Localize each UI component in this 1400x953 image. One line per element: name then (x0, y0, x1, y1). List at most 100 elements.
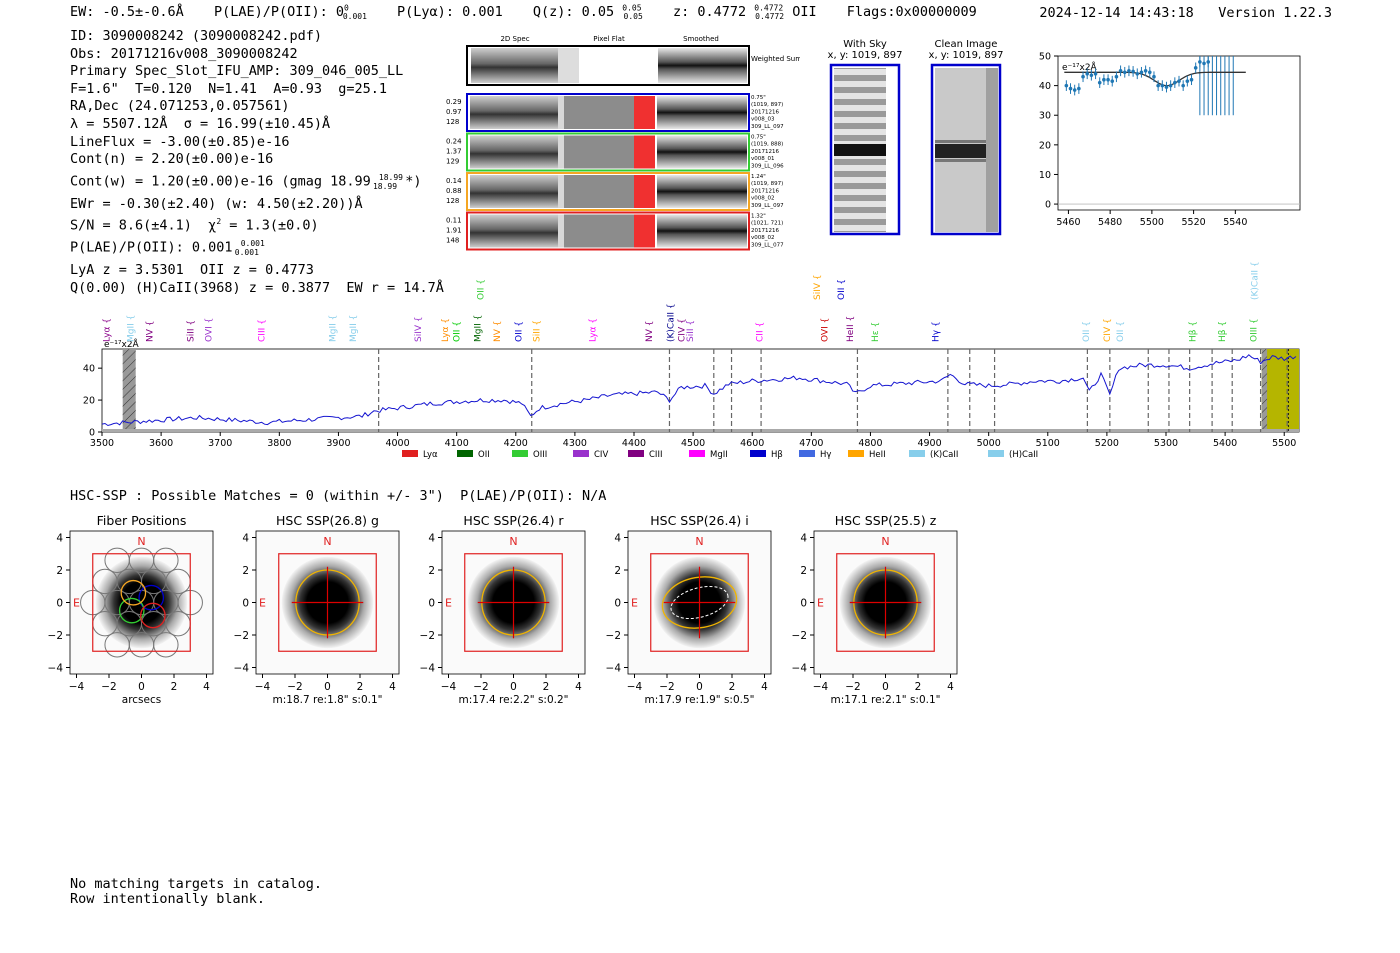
legend-label: Hβ (771, 450, 783, 460)
east-label: E (445, 597, 452, 610)
highlight-span (1261, 349, 1299, 432)
search-box (278, 553, 377, 652)
strip-right-label: (1019, 897) (751, 181, 783, 187)
full-xtick-label: 3700 (208, 438, 232, 449)
emission-line-label: OII { (1082, 321, 1092, 342)
emission-line-label: (K)CaII { (667, 303, 677, 342)
strip-right-label: v008_02 (751, 196, 775, 202)
full-xtick-label: 3500 (90, 438, 114, 449)
zoom-ytick-label: 30 (1039, 111, 1051, 122)
strip-flat-mask (634, 135, 655, 169)
zoom-point (1093, 71, 1098, 76)
fiber-highlight (120, 579, 147, 606)
strip-left-label: 0.29 (446, 98, 462, 106)
strip-smooth (657, 214, 747, 248)
legend-label: OIII (533, 450, 547, 460)
legend-swatch (457, 450, 473, 457)
search-box (650, 553, 749, 652)
emission-line-label: SiII { (187, 320, 197, 342)
panel-xtick-label: 2 (729, 681, 736, 693)
zoom-point (1114, 74, 1119, 79)
zoom-point (1198, 60, 1202, 64)
spectral-strips: 2D Spec Pixel Flat Smoothed Weighted Sum… (446, 35, 800, 251)
strip-2d (470, 96, 558, 129)
full-xtick-label: 4400 (622, 438, 646, 449)
zoom-point (1122, 70, 1127, 75)
panel-title: HSC SSP(25.5) z (835, 513, 937, 528)
strip-row: 0.29 0.97 128 0.75"(1019, 897)20171216 v008_… (446, 93, 784, 132)
strip-left-label: 0.11 (446, 217, 462, 225)
panel-xtick-label: 4 (947, 681, 954, 693)
strip-right-label: v008_01 (751, 156, 775, 162)
fiber-highlight (138, 584, 165, 611)
panel-ytick-label: −4 (420, 663, 436, 675)
hsc-image-panel: HSC SSP(26.8) g N E 4 2 0 −2 −4 −4 −2 0 2 4 m:18.7 re… (234, 513, 400, 706)
panel-xtick-label: 2 (171, 681, 178, 693)
emission-line-label: OII { (1116, 321, 1126, 342)
info-lineflux: LineFlux = -3.00(±0.85)e-16 (70, 133, 290, 150)
info-obs: Obs: 20171216v008_3090008242 (70, 45, 298, 62)
panel-xtick-label: 2 (915, 681, 922, 693)
info-id: ID: 3090008242 (3090008242.pdf) (70, 28, 322, 44)
emission-line-label: OII { (837, 279, 847, 300)
strip-right-label: 20171216 (751, 109, 779, 115)
strip-smooth (657, 135, 747, 169)
strip-right-label: (1019, 888) (751, 142, 783, 148)
emission-line-label: (K)CaII { (1251, 262, 1261, 300)
panel-xtick-label: 4 (203, 681, 210, 693)
panel-caption: arcsecs (122, 694, 161, 706)
legend-swatch (628, 450, 644, 457)
panel-ytick-label: −2 (420, 630, 435, 642)
strip-right-label: 309_LL_077 (751, 242, 784, 248)
zoom-point (1085, 71, 1090, 76)
zoom-xtick-label: 5540 (1223, 217, 1247, 228)
zoom-point (1110, 79, 1115, 83)
strip-right-label: v008_02 (751, 235, 775, 241)
zoom-point (1135, 71, 1140, 76)
panel-ytick-label: −2 (48, 630, 63, 642)
panel-xtick-label: 0 (510, 681, 517, 693)
panel-title: HSC SSP(26.8) g (276, 513, 379, 528)
info-fwhm: F=1.6" T=0.120 N=1.41 A=0.93 g=25.1 (70, 80, 387, 97)
emission-line-label: Lyα { (441, 318, 451, 342)
emission-line-label: SiII { (686, 320, 696, 342)
panel-ytick-label: −2 (234, 630, 249, 642)
header-right: 2024-12-14 14:43:18 Version 1.22.3 (1039, 5, 1332, 21)
strip-left-label: 0.24 (446, 138, 462, 146)
strip-flat (564, 96, 634, 129)
search-box (92, 553, 191, 652)
strip-right-label: 0.75" (751, 135, 766, 141)
info-contn: Cont(n) = 2.20(±0.00)e-16 (70, 151, 274, 168)
legend-label: OII (478, 450, 490, 460)
panel-ytick-label: 4 (614, 533, 621, 545)
strip-right-label: (1021, 721) (751, 221, 783, 227)
zoom-spectrum-chart: 5460 5480 5500 5520 5540 0 10 20 30 40 50 e⁻¹⁷x2Å (1039, 52, 1301, 228)
legend-label: (K)CaII (930, 450, 958, 460)
strip-left-label: 148 (446, 237, 459, 245)
zoom-point (1102, 77, 1106, 82)
zoom-point (1081, 74, 1085, 79)
emission-line-label: NV { (145, 321, 155, 342)
strip-left-label: 128 (446, 197, 459, 205)
legend-label: Hγ (820, 450, 831, 460)
full-xtick-label: 4000 (385, 438, 409, 449)
panel-ytick-label: 0 (800, 598, 807, 610)
legend-label: MgII (710, 450, 728, 460)
emission-line-label: OVI { (820, 318, 830, 342)
emission-line-label: CII { (755, 322, 765, 342)
panel-ytick-label: −2 (792, 630, 807, 642)
strip-smooth (657, 96, 747, 129)
zoom-fit-line (1064, 71, 1246, 87)
strip-left-label: 0.88 (446, 187, 462, 195)
north-label: N (323, 535, 331, 548)
panel-ytick-label: 0 (614, 598, 621, 610)
panel-ytick-label: 2 (800, 565, 807, 577)
panel-ytick-label: −4 (234, 663, 250, 675)
strip-flat (564, 214, 634, 248)
weighted-sum-strip: Weighted Sum (466, 45, 800, 86)
panel-title: HSC SSP(26.4) i (650, 513, 748, 528)
emission-line-label: Hβ { (1218, 321, 1228, 342)
emission-line-label: Hβ { (1189, 321, 1199, 342)
strip-right-label: 1.32" (751, 214, 766, 220)
zoom-ytick-label: 0 (1045, 200, 1051, 211)
